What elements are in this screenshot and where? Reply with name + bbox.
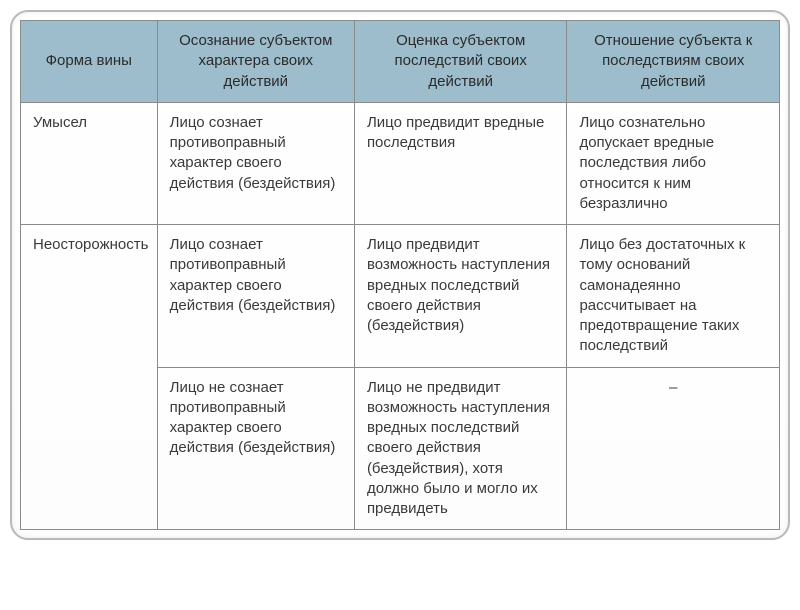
cell-attitude: Лицо без достаточных к тому оснований са… bbox=[567, 225, 780, 368]
table-row: Неосторожность Лицо сознает противоправн… bbox=[21, 225, 780, 368]
row-label-negligence: Неосторожность bbox=[21, 225, 158, 530]
cell-awareness: Лицо сознает противоправный характер сво… bbox=[157, 225, 354, 368]
cell-attitude: Лицо сознательно допускает вредные после… bbox=[567, 102, 780, 224]
cell-attitude: – bbox=[567, 367, 780, 530]
cell-assessment: Лицо предвидит вредные последствия bbox=[354, 102, 567, 224]
header-row: Форма вины Осознание субъектом характера… bbox=[21, 21, 780, 103]
guilt-forms-table: Форма вины Осознание субъектом характера… bbox=[20, 20, 780, 530]
col-header-awareness: Осознание субъектом характера своих дейс… bbox=[157, 21, 354, 103]
col-header-form: Форма вины bbox=[21, 21, 158, 103]
col-header-assessment: Оценка субъектом последствий своих дейст… bbox=[354, 21, 567, 103]
col-header-attitude: Отношение субъекта к последствиям своих … bbox=[567, 21, 780, 103]
table-frame: Форма вины Осознание субъектом характера… bbox=[10, 10, 790, 540]
cell-awareness: Лицо не сознает противоправный характер … bbox=[157, 367, 354, 530]
cell-assessment: Лицо предвидит возможность наступления в… bbox=[354, 225, 567, 368]
table-row: Умысел Лицо сознает противоправный харак… bbox=[21, 102, 780, 224]
row-label-intent: Умысел bbox=[21, 102, 158, 224]
cell-awareness: Лицо сознает противоправный характер сво… bbox=[157, 102, 354, 224]
cell-assessment: Лицо не предвидит возможность наступлени… bbox=[354, 367, 567, 530]
